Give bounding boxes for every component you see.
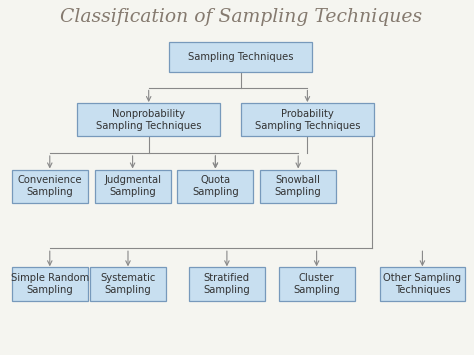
Text: Simple Random
Sampling: Simple Random Sampling <box>10 273 89 295</box>
Text: Other Sampling
Techniques: Other Sampling Techniques <box>383 273 462 295</box>
Text: Quota
Sampling: Quota Sampling <box>192 175 239 197</box>
FancyBboxPatch shape <box>12 267 88 301</box>
Text: Systematic
Sampling: Systematic Sampling <box>100 273 155 295</box>
FancyBboxPatch shape <box>177 170 254 203</box>
Text: Probability
Sampling Techniques: Probability Sampling Techniques <box>255 109 360 131</box>
Text: Snowball
Sampling: Snowball Sampling <box>275 175 321 197</box>
FancyBboxPatch shape <box>95 170 171 203</box>
FancyBboxPatch shape <box>12 170 88 203</box>
Text: Sampling Techniques: Sampling Techniques <box>188 52 293 62</box>
FancyBboxPatch shape <box>241 103 374 136</box>
FancyBboxPatch shape <box>260 170 336 203</box>
Text: Classification of Sampling Techniques: Classification of Sampling Techniques <box>60 8 422 26</box>
FancyBboxPatch shape <box>189 267 265 301</box>
FancyBboxPatch shape <box>77 103 220 136</box>
FancyBboxPatch shape <box>90 267 166 301</box>
Text: Stratified
Sampling: Stratified Sampling <box>203 273 250 295</box>
Text: Convenience
Sampling: Convenience Sampling <box>18 175 82 197</box>
Text: Judgmental
Sampling: Judgmental Sampling <box>104 175 161 197</box>
FancyBboxPatch shape <box>380 267 465 301</box>
Text: Cluster
Sampling: Cluster Sampling <box>293 273 340 295</box>
FancyBboxPatch shape <box>279 267 355 301</box>
Text: Nonprobability
Sampling Techniques: Nonprobability Sampling Techniques <box>96 109 201 131</box>
FancyBboxPatch shape <box>169 42 312 72</box>
